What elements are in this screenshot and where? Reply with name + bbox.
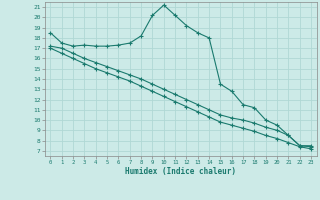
X-axis label: Humidex (Indice chaleur): Humidex (Indice chaleur) — [125, 167, 236, 176]
